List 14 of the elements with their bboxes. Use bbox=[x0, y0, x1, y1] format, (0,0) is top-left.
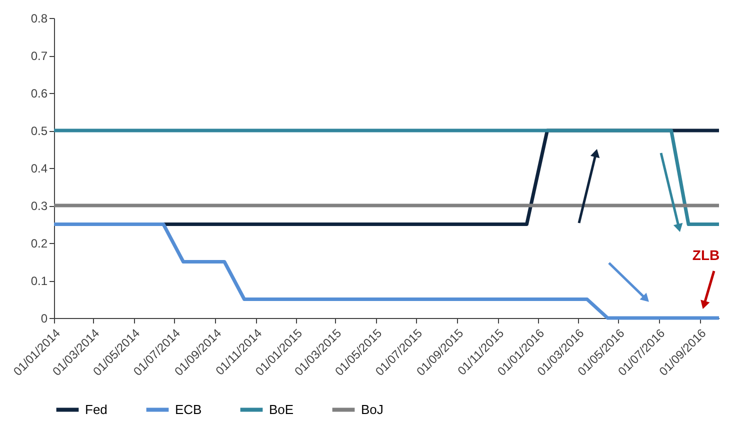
y-tick-label: 0.5 bbox=[30, 124, 48, 138]
y-tick-label: 0.3 bbox=[30, 199, 48, 213]
legend-label: ECB bbox=[175, 402, 202, 417]
legend-label: BoE bbox=[269, 402, 294, 417]
legend-label: BoJ bbox=[361, 402, 384, 417]
annotation: ZLB bbox=[692, 247, 720, 263]
y-tick-label: 0.1 bbox=[30, 274, 48, 288]
y-tick-label: 0.6 bbox=[30, 86, 48, 100]
legend-label: Fed bbox=[85, 402, 108, 417]
y-tick-label: 0.7 bbox=[30, 49, 48, 63]
y-tick-label: 0.2 bbox=[30, 236, 48, 250]
y-tick-label: 0.8 bbox=[30, 12, 48, 26]
y-tick-label: 0 bbox=[40, 312, 48, 326]
y-tick-label: 0.4 bbox=[30, 162, 48, 176]
